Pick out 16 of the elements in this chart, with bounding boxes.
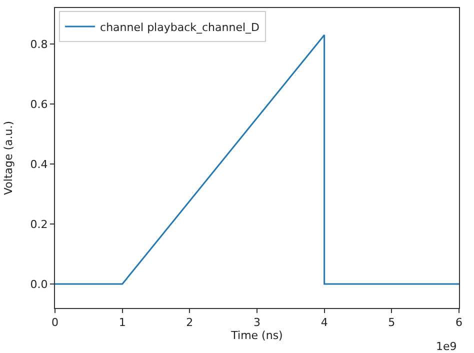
x-tick-label: 3 [254,316,260,330]
x-axis-title: Time (ns) [230,329,283,342]
y-tick-label: 0.4 [30,158,48,171]
x-tick-label: 2 [186,316,194,330]
legend-label: channel playback_channel_D [100,20,260,34]
y-tick-label: 0.2 [30,218,48,231]
y-axis-title: Voltage (a.u.) [2,120,15,196]
text: 1e9 [436,340,457,353]
y-tick-label: 0.6 [30,98,48,111]
x-tick-label: 5 [388,316,396,330]
x-tick-label: 4 [320,316,328,330]
x-tick-label: 6 [456,316,462,330]
x-tick-label: 0 [52,316,58,330]
y-tick-label: 0.0 [30,278,48,291]
y-tick-label: 0.8 [30,38,48,51]
x-tick-label: 1 [118,316,126,330]
